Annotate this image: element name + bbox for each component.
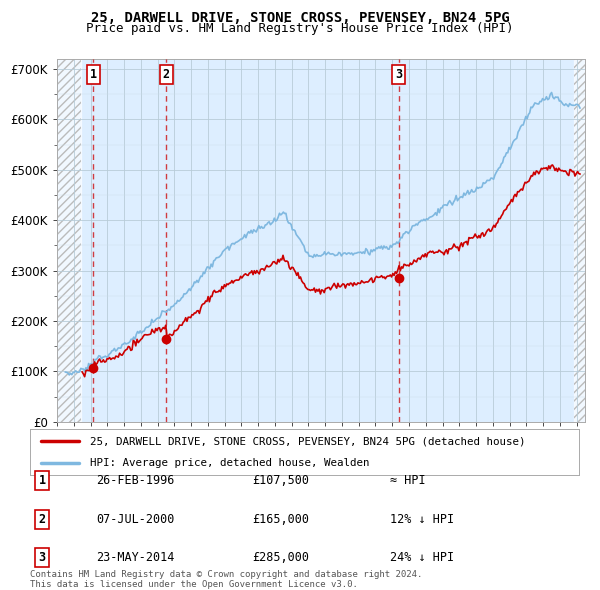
Text: 1: 1 xyxy=(89,68,97,81)
Text: Contains HM Land Registry data © Crown copyright and database right 2024.
This d: Contains HM Land Registry data © Crown c… xyxy=(30,570,422,589)
Text: £107,500: £107,500 xyxy=(252,474,309,487)
Text: ≈ HPI: ≈ HPI xyxy=(390,474,425,487)
Bar xyxy=(574,59,585,422)
Text: 3: 3 xyxy=(38,551,46,564)
Text: £165,000: £165,000 xyxy=(252,513,309,526)
Text: 24% ↓ HPI: 24% ↓ HPI xyxy=(390,551,454,564)
Text: 12% ↓ HPI: 12% ↓ HPI xyxy=(390,513,454,526)
Text: 23-MAY-2014: 23-MAY-2014 xyxy=(96,551,175,564)
Text: 1: 1 xyxy=(38,474,46,487)
Bar xyxy=(57,59,81,422)
Text: 25, DARWELL DRIVE, STONE CROSS, PEVENSEY, BN24 5PG (detached house): 25, DARWELL DRIVE, STONE CROSS, PEVENSEY… xyxy=(91,437,526,447)
Text: Price paid vs. HM Land Registry's House Price Index (HPI): Price paid vs. HM Land Registry's House … xyxy=(86,22,514,35)
Text: 2: 2 xyxy=(163,68,170,81)
Bar xyxy=(574,59,585,422)
Text: 26-FEB-1996: 26-FEB-1996 xyxy=(96,474,175,487)
Text: 25, DARWELL DRIVE, STONE CROSS, PEVENSEY, BN24 5PG: 25, DARWELL DRIVE, STONE CROSS, PEVENSEY… xyxy=(91,11,509,25)
Text: 3: 3 xyxy=(395,68,403,81)
Text: 07-JUL-2000: 07-JUL-2000 xyxy=(96,513,175,526)
Text: £285,000: £285,000 xyxy=(252,551,309,564)
Text: 2: 2 xyxy=(38,513,46,526)
Text: HPI: Average price, detached house, Wealden: HPI: Average price, detached house, Weal… xyxy=(91,457,370,467)
Bar xyxy=(57,59,81,422)
